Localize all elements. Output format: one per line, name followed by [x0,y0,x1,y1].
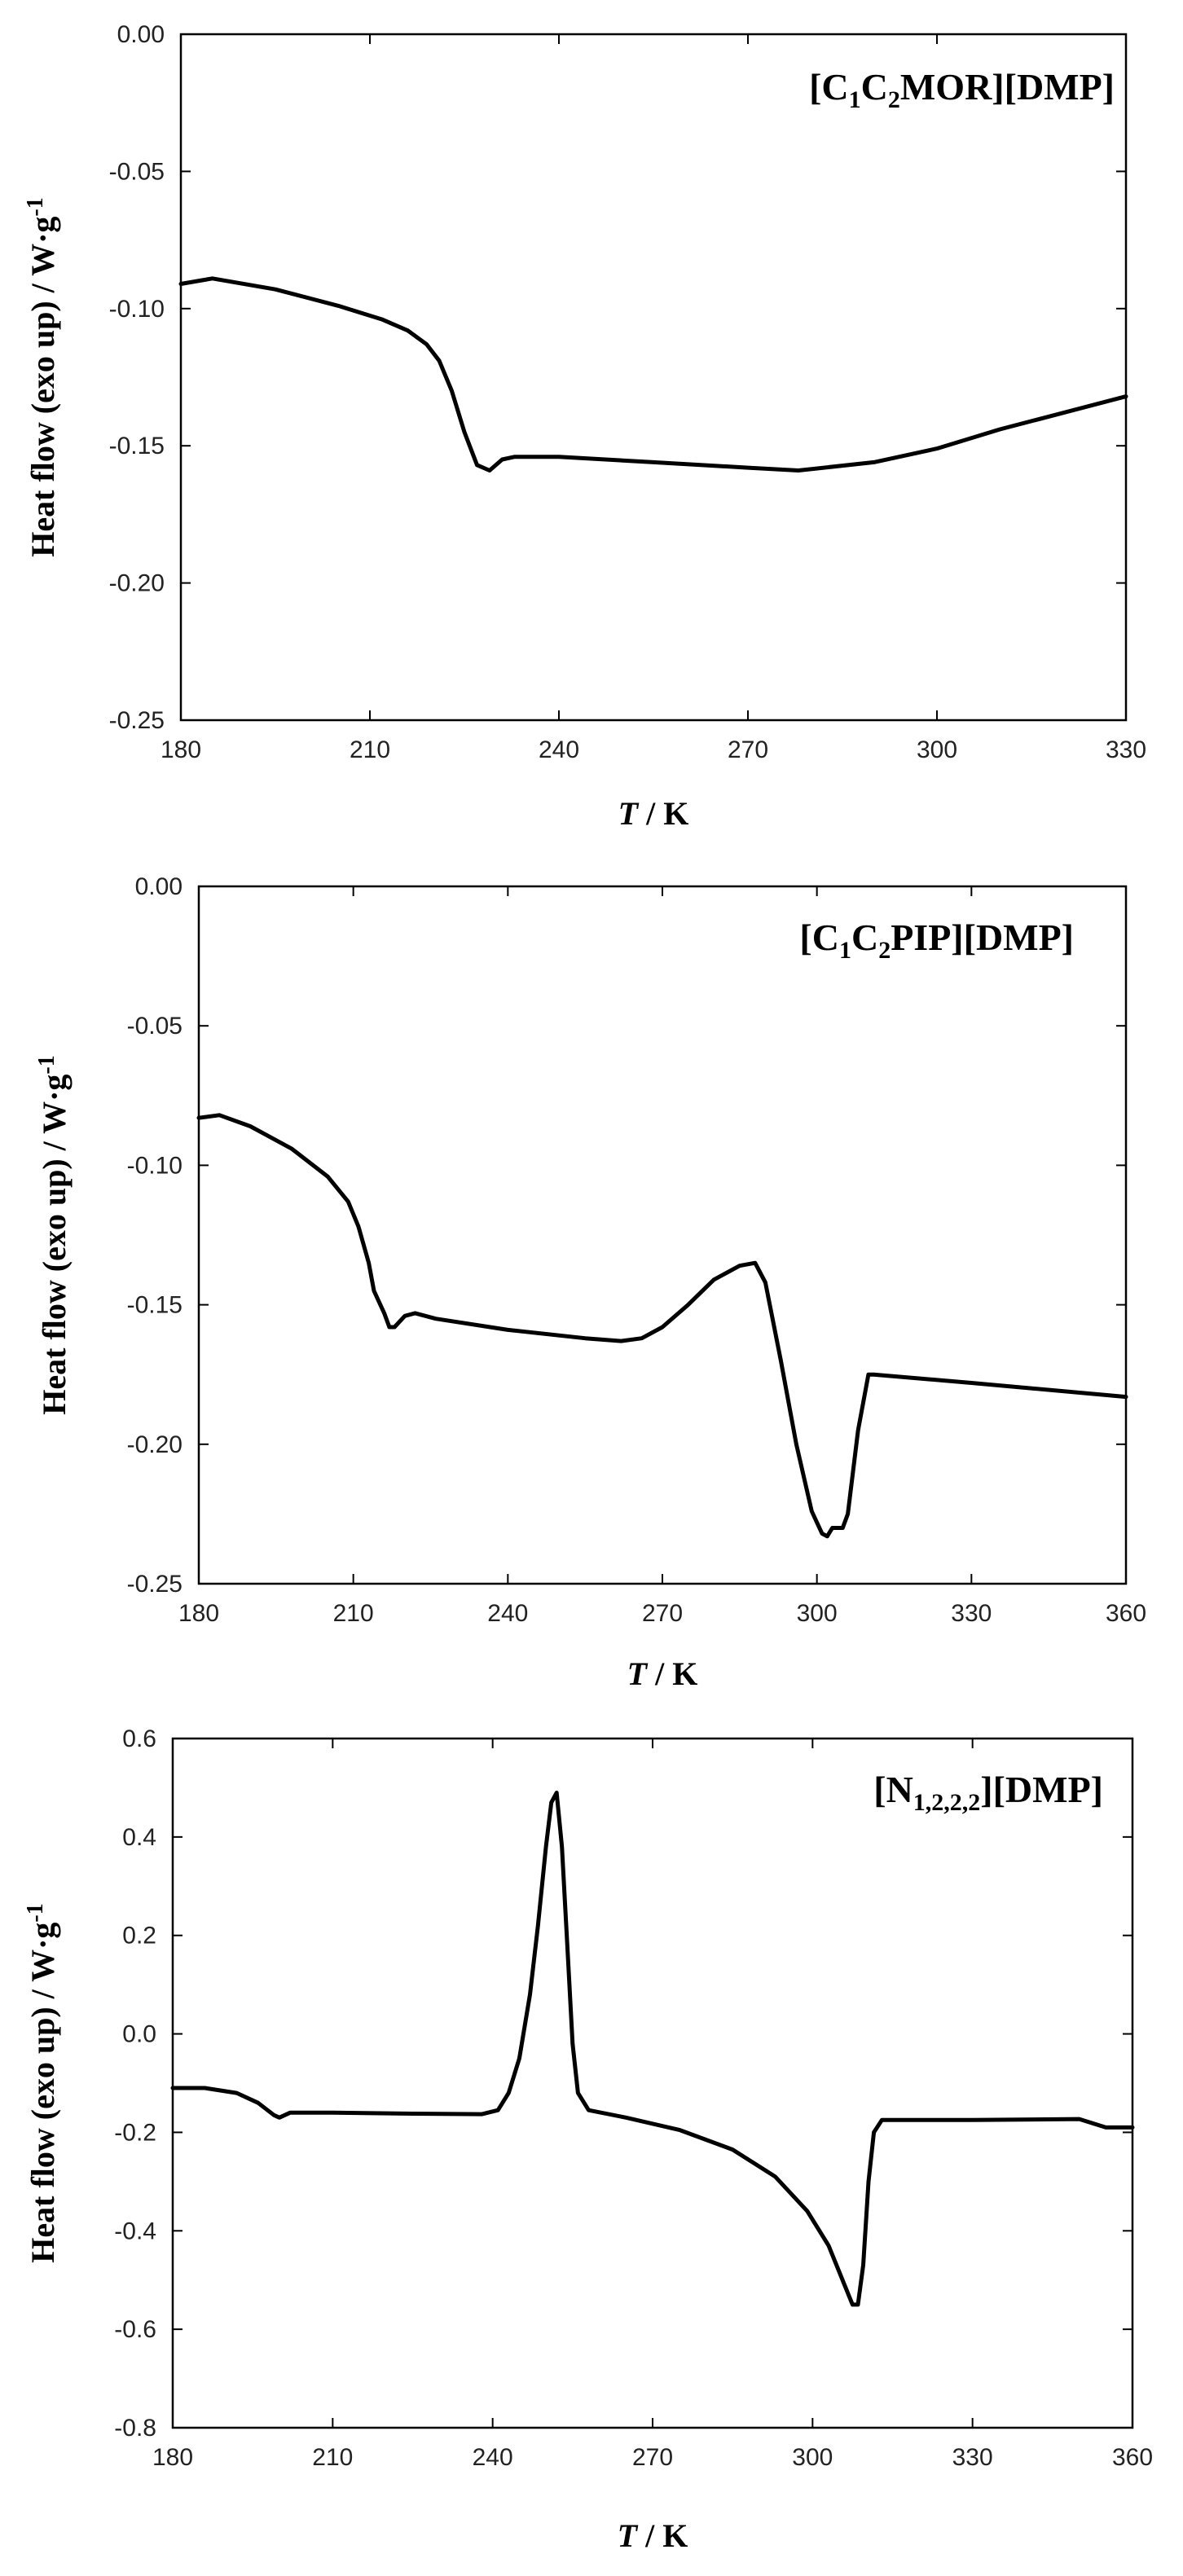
y-tick-label: 0.2 [122,1923,156,1950]
title-text: [C [799,917,839,958]
panel-title: [C1C2MOR][DMP] [809,66,1115,113]
x-axis-unit: / K [637,2517,688,2554]
x-tick-label: 210 [312,2444,353,2471]
x-tick-label: 270 [728,736,768,763]
x-tick-label: 300 [797,1600,838,1627]
plot-frame [179,33,1128,722]
y-axis-superscript: -1 [23,197,48,216]
y-tick-label: -0.4 [114,2218,156,2244]
series-line [170,1791,1135,2307]
y-tick-label: -0.05 [109,158,165,185]
y-tick-label: -0.20 [109,570,165,597]
x-axis-label: T / K [618,2517,688,2554]
chart-panel-n1222: 180 210 240 270 300 330 360 0.6 0.4 0.2 0.0 -0.2 -0.… [0,1711,1183,2576]
y-tick-label: -0.20 [127,1431,183,1458]
title-text: MOR][DMP] [900,66,1115,108]
title-text: [C [809,66,849,108]
y-tick-label: 0.00 [117,21,165,48]
title-text: PIP][DMP] [891,917,1074,958]
y-axis-superscript: -1 [23,1903,48,1922]
x-tick-label: 270 [642,1600,683,1627]
plot-frame [197,885,1128,1585]
x-tick-label: 210 [350,736,390,763]
title-subscript: 1,2,2,2 [913,1789,981,1816]
x-axis-label: T / K [627,1655,698,1692]
x-tick-label: 180 [152,2444,193,2471]
x-tick-label: 240 [539,736,579,763]
title-subscript: 1 [849,86,861,113]
x-axis-symbol: T [618,2517,639,2554]
y-tick-label: -0.10 [127,1152,183,1179]
x-axis-unit: / K [638,795,688,832]
series-line [178,276,1128,473]
y-axis-label: Heat flow (exo up) / W·g-1 [23,1903,61,2262]
chart-panel-c1c2pip: 180 210 240 270 300 330 360 0.00 -0.05 -0.10 -0.15… [0,860,1183,1711]
x-tick-label: 180 [161,736,201,763]
x-tick-label: 270 [632,2444,673,2471]
x-tick-label: 330 [1106,736,1146,763]
x-tick-label: 240 [487,1600,528,1627]
y-tick-label: -0.2 [114,2119,156,2146]
y-tick-label: -0.15 [109,433,165,459]
y-axis-text: Heat flow (exo up) / W·g [36,1075,73,1415]
title-text: C [851,917,878,958]
y-tick-label: -0.05 [127,1013,183,1040]
title-subscript: 2 [878,937,891,964]
x-tick-label: 210 [333,1600,374,1627]
y-tick-label: 0.0 [122,2021,156,2048]
plot-frame [171,1737,1134,2429]
x-axis-label: T / K [618,795,689,832]
y-tick-label: 0.6 [122,1725,156,1752]
x-axis-symbol: T [627,1655,649,1692]
y-tick-label: -0.10 [109,296,165,323]
chart-svg: 180 210 240 270 300 330 360 0.6 0.4 0.2 0.0 -0.2 -0.… [23,1725,1153,2554]
x-tick-label: 360 [1112,2444,1153,2471]
y-axis-text: Heat flow (exo up) / W·g [24,1923,61,2263]
y-tick-label: -0.15 [127,1292,183,1319]
x-tick-label: 180 [178,1600,219,1627]
x-tick-label: 330 [951,1600,992,1627]
x-tick-label: 330 [952,2444,993,2471]
title-subscript: 1 [839,937,851,964]
chart-svg: 180 210 240 270 300 330 360 0.00 -0.05 -0.10 -0.15… [34,873,1146,1692]
title-text: ][DMP] [980,1769,1103,1810]
y-tick-label: 0.4 [122,1824,156,1851]
x-tick-label: 300 [917,736,957,763]
x-tick-label: 240 [473,2444,513,2471]
x-tick-label: 360 [1106,1600,1146,1627]
chart-svg: 180 210 240 270 300 330 0.00 -0.05 -0.10 -0.15 -0.… [23,21,1146,832]
x-axis-unit: / K [647,1655,697,1692]
panel-title: [N1,2,2,2][DMP] [873,1769,1103,1816]
y-axis-label: Heat flow (exo up) / W·g-1 [34,1055,73,1414]
panel-title: [C1C2PIP][DMP] [799,917,1074,964]
title-subscript: 2 [888,86,900,113]
y-tick-label: -0.6 [114,2316,156,2343]
title-text: C [861,66,888,108]
y-axis-text: Heat flow (exo up) / W·g [24,217,61,557]
y-axis-superscript: -1 [34,1055,59,1074]
x-axis-symbol: T [618,795,640,832]
y-axis-label: Heat flow (exo up) / W·g-1 [23,197,61,556]
series-line [196,1113,1128,1539]
chart-panel-c1c2mor: 180 210 240 270 300 330 0.00 -0.05 -0.10 -0.15 -0.… [0,0,1183,860]
y-tick-label: -0.25 [109,707,165,734]
y-tick-label: -0.8 [114,2415,156,2442]
x-tick-label: 300 [792,2444,833,2471]
title-text: [N [873,1769,913,1810]
y-tick-label: 0.00 [135,873,183,900]
y-tick-label: -0.25 [127,1571,183,1598]
